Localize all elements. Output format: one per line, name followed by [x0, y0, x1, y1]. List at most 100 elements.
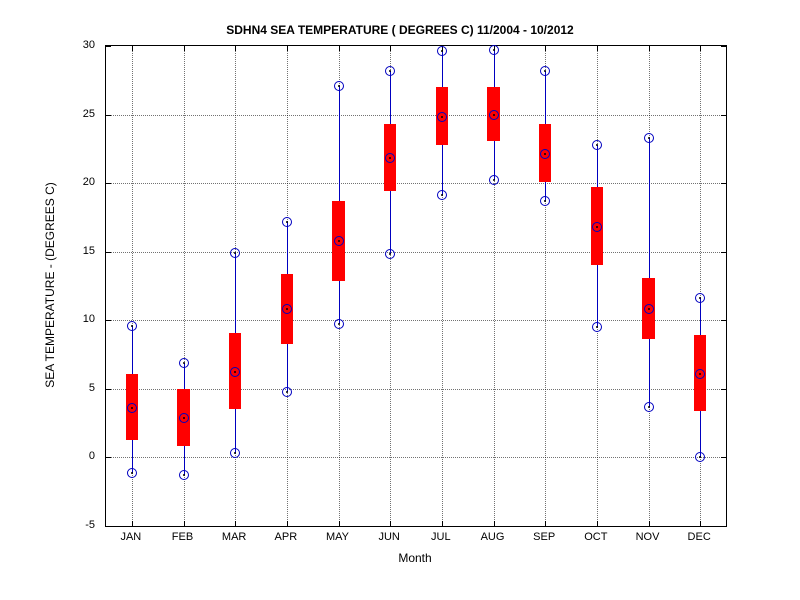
xtick — [597, 46, 598, 51]
outlier-high — [334, 81, 344, 91]
grid-line — [106, 389, 726, 390]
marker-dot — [338, 240, 340, 242]
outlier-low — [592, 322, 602, 332]
marker-dot — [441, 194, 443, 196]
xtick — [494, 521, 495, 526]
ytick-label: 0 — [65, 450, 95, 462]
xtick-label: JUN — [378, 531, 399, 543]
figure: SDHN4 SEA TEMPERATURE ( DEGREES C) 11/20… — [0, 0, 800, 600]
ytick — [721, 526, 726, 527]
grid-line — [106, 252, 726, 253]
xtick — [390, 521, 391, 526]
marker-dot — [544, 200, 546, 202]
median-marker — [127, 403, 137, 413]
ytick-label: 20 — [65, 176, 95, 188]
ytick — [721, 46, 726, 47]
ytick — [721, 320, 726, 321]
outlier-low — [334, 319, 344, 329]
marker-dot — [596, 326, 598, 328]
ytick — [721, 183, 726, 184]
ytick-label: 10 — [65, 313, 95, 325]
marker-dot — [544, 70, 546, 72]
ytick — [106, 183, 111, 184]
outlier-low — [644, 402, 654, 412]
median-marker — [695, 369, 705, 379]
ytick-label: 25 — [65, 108, 95, 120]
marker-dot — [234, 371, 236, 373]
ytick-label: -5 — [65, 519, 95, 531]
marker-dot — [441, 50, 443, 52]
outlier-high — [437, 46, 447, 56]
xtick — [700, 46, 701, 51]
outlier-high — [230, 248, 240, 258]
xtick-label: JAN — [120, 531, 141, 543]
xtick-label: APR — [275, 531, 298, 543]
marker-dot — [544, 153, 546, 155]
marker-dot — [441, 116, 443, 118]
xtick-label: OCT — [584, 531, 607, 543]
xtick-label: AUG — [481, 531, 505, 543]
xtick — [700, 521, 701, 526]
xtick — [597, 521, 598, 526]
xtick — [287, 521, 288, 526]
median-marker — [282, 304, 292, 314]
xtick — [132, 521, 133, 526]
ytick — [106, 526, 111, 527]
xtick — [339, 521, 340, 526]
marker-dot — [286, 391, 288, 393]
marker-dot — [699, 456, 701, 458]
marker-dot — [596, 226, 598, 228]
outlier-high — [644, 133, 654, 143]
outlier-high — [695, 293, 705, 303]
xtick-label: MAR — [222, 531, 246, 543]
whisker — [649, 138, 650, 407]
outlier-low — [437, 190, 447, 200]
ytick-label: 15 — [65, 245, 95, 257]
outlier-low — [127, 468, 137, 478]
marker-dot — [338, 323, 340, 325]
xtick — [287, 46, 288, 51]
xtick-label: SEP — [533, 531, 555, 543]
outlier-low — [230, 448, 240, 458]
xtick — [184, 46, 185, 51]
outlier-high — [385, 66, 395, 76]
xtick — [235, 521, 236, 526]
grid-line — [106, 320, 726, 321]
xtick — [442, 521, 443, 526]
marker-dot — [648, 308, 650, 310]
ytick — [106, 389, 111, 390]
x-axis-label: Month — [398, 551, 431, 565]
outlier-low — [282, 387, 292, 397]
marker-dot — [183, 417, 185, 419]
outlier-low — [489, 175, 499, 185]
outlier-high — [540, 66, 550, 76]
marker-dot — [131, 407, 133, 409]
median-marker — [179, 413, 189, 423]
median-marker — [592, 222, 602, 232]
xtick — [649, 46, 650, 51]
plot-area — [105, 45, 727, 527]
xtick — [545, 521, 546, 526]
median-marker — [644, 304, 654, 314]
ytick — [721, 457, 726, 458]
median-marker — [385, 153, 395, 163]
xtick-label: DEC — [688, 531, 711, 543]
ytick — [106, 252, 111, 253]
marker-dot — [286, 308, 288, 310]
marker-dot — [389, 253, 391, 255]
xtick-label: JUL — [431, 531, 451, 543]
marker-dot — [493, 179, 495, 181]
median-marker — [334, 236, 344, 246]
marker-dot — [596, 144, 598, 146]
outlier-high — [282, 217, 292, 227]
marker-dot — [183, 362, 185, 364]
median-marker — [230, 367, 240, 377]
outlier-low — [179, 470, 189, 480]
ytick — [106, 46, 111, 47]
outlier-low — [385, 249, 395, 259]
outlier-high — [489, 45, 499, 55]
xtick — [390, 46, 391, 51]
marker-dot — [493, 49, 495, 51]
xtick — [184, 521, 185, 526]
ytick — [721, 115, 726, 116]
